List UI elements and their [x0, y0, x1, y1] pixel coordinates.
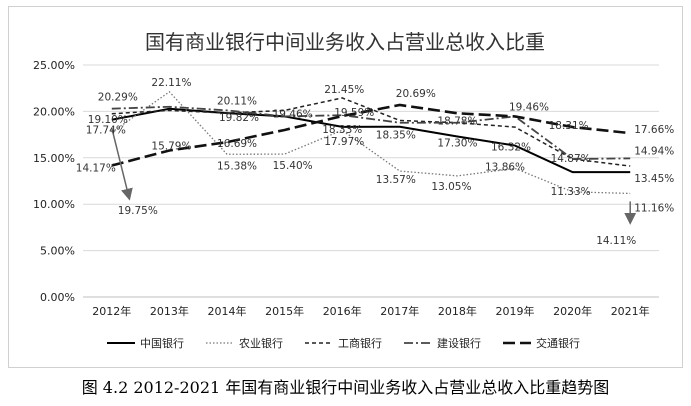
- annotation-arrows: [111, 127, 637, 225]
- data-label: 17.66%: [634, 124, 674, 136]
- chart: 国有商业银行中间业务收入占营业总收入比重 0.00% 5.00% 10.00% 15.…: [33, 30, 674, 350]
- x-tick-label: 2017年: [380, 304, 419, 318]
- series-line-4: [111, 103, 631, 167]
- data-label: 18.35%: [376, 130, 416, 142]
- data-label: 19.46%: [509, 101, 549, 113]
- data-label: 13.05%: [431, 181, 471, 193]
- data-label: 19.46%: [273, 108, 313, 120]
- series-line-1: [111, 90, 631, 195]
- data-label: 20.11%: [217, 95, 257, 107]
- annotation-arrow: [111, 127, 133, 201]
- series-lines: [111, 90, 631, 195]
- y-tick-label: 0.00%: [40, 291, 75, 304]
- data-label: 18.78%: [437, 116, 477, 128]
- y-tick-label: 10.00%: [33, 198, 75, 211]
- data-label: 16.32%: [491, 142, 531, 154]
- figure-caption: 图 4.2 2012-2021 年国有商业银行中间业务收入占营业总收入比重趋势图: [81, 378, 610, 397]
- data-label: 18.31%: [549, 120, 589, 132]
- data-label: 14.94%: [634, 145, 674, 157]
- data-label: 14.87%: [551, 153, 591, 165]
- x-tick-label: 2014年: [208, 304, 247, 318]
- data-label: 13.57%: [376, 174, 416, 186]
- data-label: 15.38%: [217, 160, 257, 172]
- data-label: 19.10%: [88, 114, 128, 126]
- y-axis: 0.00% 5.00% 10.00% 15.00% 20.00% 25.00%: [33, 59, 75, 304]
- data-label: 18.33%: [322, 124, 362, 136]
- data-label: 20.69%: [396, 88, 436, 100]
- data-label: 15.40%: [273, 160, 313, 172]
- series-line-0: [111, 107, 631, 174]
- y-tick-label: 15.00%: [33, 152, 75, 165]
- x-tick-label: 2012年: [92, 304, 131, 318]
- data-label: 14.17%: [76, 163, 116, 175]
- data-label: 19.82%: [219, 112, 259, 124]
- y-tick-label: 5.00%: [40, 245, 75, 258]
- legend-label: 工商银行: [338, 336, 382, 350]
- data-label: 20.29%: [98, 92, 138, 104]
- data-label: 21.45%: [324, 84, 364, 96]
- data-label: 19.59%: [334, 107, 374, 119]
- legend-label: 交通银行: [536, 336, 580, 350]
- data-label: 22.11%: [151, 77, 191, 89]
- chart-frame: 国有商业银行中间业务收入占营业总收入比重 0.00% 5.00% 10.00% 15.…: [8, 6, 683, 368]
- data-label: 13.45%: [634, 173, 674, 185]
- legend-label: 建设银行: [437, 336, 481, 350]
- x-tick-label: 2013年: [150, 304, 189, 318]
- series-line-3: [111, 105, 631, 160]
- data-label: 14.11%: [596, 235, 636, 247]
- data-label: 11.16%: [634, 202, 674, 214]
- x-tick-label: 2020年: [553, 304, 592, 318]
- data-label: 13.86%: [485, 161, 525, 173]
- data-label: 17.30%: [437, 137, 477, 149]
- y-tick-label: 25.00%: [33, 59, 75, 72]
- data-label: 15.79%: [151, 140, 191, 152]
- data-label: 11.33%: [551, 186, 591, 198]
- chart-title: 国有商业银行中间业务收入占营业总收入比重: [145, 30, 545, 54]
- legend: 中国银行 农业银行 工商银行 建设银行 交通银行: [107, 336, 580, 350]
- x-tick-label: 2019年: [496, 304, 535, 318]
- x-tick-label: 2015年: [265, 304, 304, 318]
- y-tick-label: 20.00%: [33, 105, 75, 118]
- data-labels: 20.29% 19.10%17.74% 14.17% 19.75% 22.11% 15.7…: [76, 77, 674, 247]
- legend-label: 农业银行: [239, 336, 283, 350]
- x-axis: 2012年 2013年 2014年 2015年 2016年 2017年 2018年 2019年…: [92, 304, 649, 318]
- x-tick-label: 2018年: [438, 304, 477, 318]
- x-tick-label: 2021年: [611, 304, 650, 318]
- data-label: 19.75%: [118, 205, 158, 217]
- data-label: 17.97%: [324, 136, 364, 148]
- x-tick-label: 2016年: [323, 304, 362, 318]
- data-label: 17.74%: [86, 124, 126, 136]
- data-label: 16.69%: [217, 138, 257, 150]
- legend-label: 中国银行: [140, 336, 184, 350]
- grid: [83, 64, 659, 298]
